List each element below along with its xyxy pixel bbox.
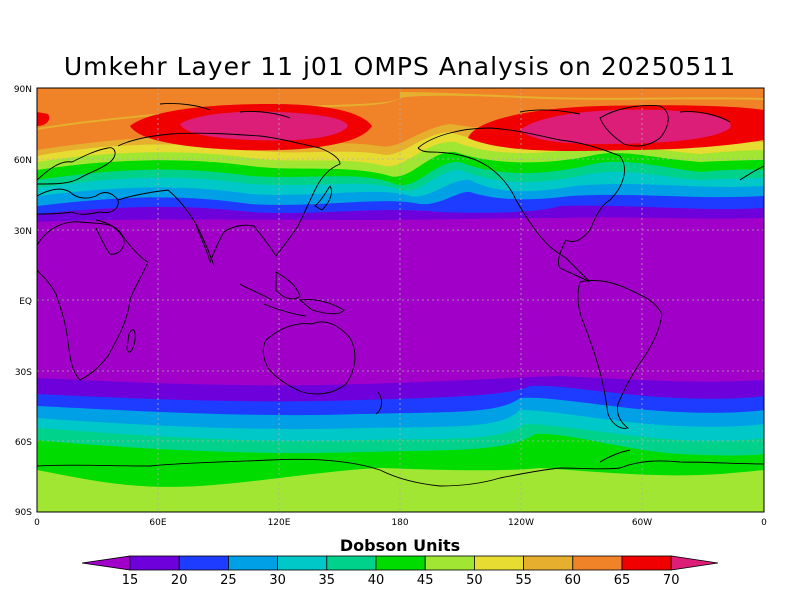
colorbar-cell [277, 555, 328, 571]
lat-label: 30S [15, 368, 32, 378]
colorbar-tick-label: 15 [122, 573, 139, 588]
colorbar-min-arrow [81, 555, 131, 571]
lon-label: 60W [632, 518, 652, 528]
lon-label: 0 [34, 518, 40, 528]
lon-label: 120E [268, 518, 291, 528]
colorbar-tick-label: 30 [269, 573, 286, 588]
map-frame [36, 87, 765, 513]
colorbar-cell [326, 555, 377, 571]
latitude-labels: 90N 60N 30N EQ 30S 60S 90S [14, 85, 32, 518]
colorbar-tick-label: 50 [466, 573, 483, 588]
colorbar-title: Dobson Units [339, 536, 461, 555]
lat-label: 60S [15, 438, 32, 448]
graticule [37, 88, 764, 512]
colorbar-cell [129, 555, 180, 571]
colorbar-tick-label: 65 [614, 573, 631, 588]
lon-label: 60E [149, 518, 166, 528]
colorbar-tick-label: 70 [663, 573, 680, 588]
coastlines [37, 103, 764, 487]
map-title: Umkehr Layer 11 j01 OMPS Analysis on 202… [63, 52, 737, 81]
colorbar-tick-label: 60 [565, 573, 582, 588]
lat-label: 90N [14, 85, 32, 95]
lon-label: 120W [508, 518, 534, 528]
colorbar-tick-label: 25 [220, 573, 237, 588]
colorbar-tick-label: 55 [515, 573, 532, 588]
lat-label: 60N [14, 156, 32, 166]
colorbar-tick-label: 40 [368, 573, 385, 588]
colorbar-cell [523, 555, 574, 571]
colorbar-cell [473, 555, 524, 571]
colorbar-cell [572, 555, 623, 571]
lat-label: EQ [19, 297, 32, 307]
colorbar-cell [227, 555, 278, 571]
colorbar-cell [621, 555, 672, 571]
colorbar-cell [375, 555, 426, 571]
lon-label: 180 [391, 518, 408, 528]
ozone-map: 90N 60N 30N EQ 30S 60S 90S 0 60E 120E 18… [14, 85, 767, 528]
colorbar-max-arrow [670, 555, 719, 571]
colorbar-tick-label: 20 [171, 573, 188, 588]
colorbar-tick-label: 35 [319, 573, 336, 588]
ozone-field [37, 88, 764, 512]
lat-label: 90S [15, 508, 32, 518]
colorbar-cell [424, 555, 475, 571]
colorbar-tick-label: 45 [417, 573, 434, 588]
colorbar-cell [178, 555, 229, 571]
lat-label: 30N [14, 227, 32, 237]
lon-label: 0 [761, 518, 767, 528]
longitude-labels: 0 60E 120E 180 120W 60W 0 [34, 518, 767, 528]
